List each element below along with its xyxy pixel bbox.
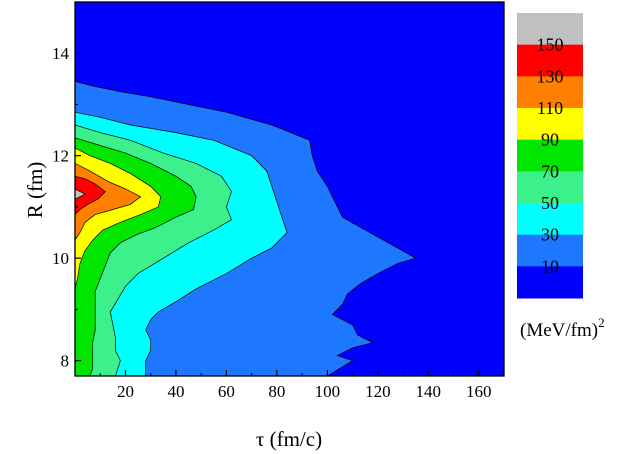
y-tick-label: 14 bbox=[52, 44, 70, 63]
contour-region-160 bbox=[75, 188, 86, 200]
y-axis-title: R (fm) bbox=[23, 162, 47, 219]
x-axis: 20 40 60 80 100 120 140 160 bbox=[99, 370, 492, 401]
x-tick-label: 40 bbox=[167, 382, 184, 401]
colorbar-swatch-80-100 bbox=[517, 139, 583, 172]
colorbar-unit-exponent: 2 bbox=[598, 315, 605, 330]
colorbar-swatch-20-40 bbox=[517, 234, 583, 267]
colorbar-label: 30 bbox=[541, 225, 559, 245]
x-tick-label: 20 bbox=[117, 382, 134, 401]
x-tick-label: 140 bbox=[416, 382, 442, 401]
y-tick-label: 10 bbox=[52, 249, 69, 268]
colorbar-label: 70 bbox=[541, 161, 559, 181]
colorbar-swatch-140-160 bbox=[517, 44, 583, 77]
colorbar-swatch-60-80 bbox=[517, 171, 583, 204]
colorbar-label: 130 bbox=[537, 66, 564, 86]
colorbar-swatch-160-180 bbox=[517, 13, 583, 46]
colorbar-swatch-120-140 bbox=[517, 76, 583, 109]
colorbar-label: 150 bbox=[537, 35, 564, 55]
y-axis: 8 10 12 14 bbox=[52, 44, 81, 371]
colorbar-label: 50 bbox=[541, 193, 559, 213]
x-tick-label: 160 bbox=[466, 382, 492, 401]
colorbar-swatch-40-60 bbox=[517, 203, 583, 236]
x-tick-label: 100 bbox=[315, 382, 341, 401]
colorbar-label: 110 bbox=[537, 98, 563, 118]
y-tick-label: 12 bbox=[52, 147, 69, 166]
colorbar-label: 90 bbox=[541, 130, 559, 150]
x-axis-title: τ (fm/c) bbox=[256, 427, 322, 451]
colorbar-unit: (MeV/fm)2 bbox=[520, 315, 605, 341]
contour-region-140 bbox=[75, 175, 106, 216]
contour-bands bbox=[75, 81, 417, 376]
colorbar-label: 10 bbox=[541, 256, 559, 276]
colorbar-swatch-0-20 bbox=[517, 266, 583, 299]
colorbar-swatch-100-120 bbox=[517, 108, 583, 141]
colorbar: 150 130 110 90 70 50 30 10 bbox=[517, 13, 583, 299]
y-tick-label: 8 bbox=[61, 352, 70, 371]
x-tick-label: 80 bbox=[268, 382, 285, 401]
x-tick-label: 60 bbox=[218, 382, 235, 401]
plot-frame bbox=[74, 1, 505, 377]
x-tick-label: 120 bbox=[365, 382, 391, 401]
